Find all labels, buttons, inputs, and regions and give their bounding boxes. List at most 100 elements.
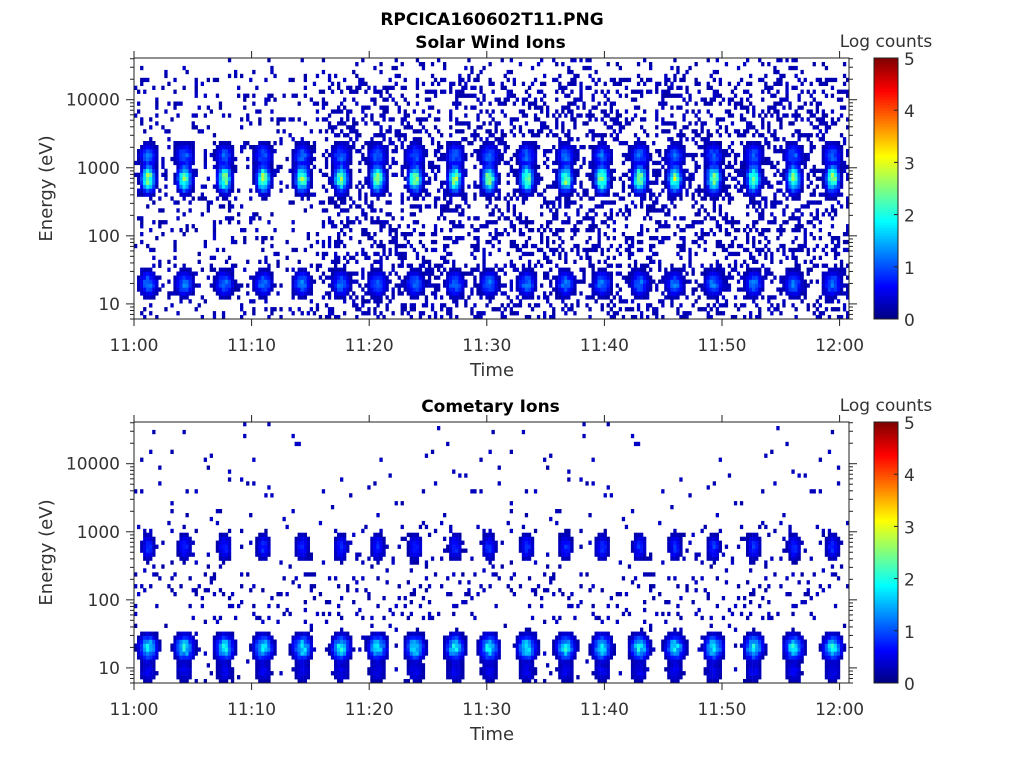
heatmap-cell (661, 239, 665, 245)
heatmap-cell (300, 188, 304, 193)
heatmap-cell (524, 164, 529, 170)
heatmap-cell (588, 196, 592, 201)
heatmap-cell (221, 184, 226, 189)
heatmap-cell (143, 307, 147, 312)
heatmap-cell (452, 283, 456, 288)
heatmap-cell (709, 73, 713, 79)
heatmap-cell (264, 77, 268, 83)
heatmap-cell (536, 129, 541, 134)
heatmap-cell (452, 291, 456, 296)
heatmap-cell (309, 263, 313, 268)
heatmap-cell (149, 156, 153, 162)
heatmap-cell (337, 283, 341, 288)
heatmap-cell (564, 156, 568, 162)
heatmap-cell (309, 145, 313, 150)
heatmap-cell (579, 85, 583, 90)
heatmap-cell (506, 97, 510, 102)
heatmap-cell (461, 129, 465, 134)
heatmap-cell (318, 129, 323, 134)
heatmap-cell (182, 196, 186, 201)
heatmap-cell (361, 105, 365, 110)
heatmap-cell (421, 188, 426, 193)
heatmap-cell (618, 196, 622, 201)
heatmap-cell (667, 145, 671, 150)
heatmap-cell (612, 192, 616, 197)
heatmap-cell (188, 299, 192, 304)
heatmap-cell (533, 263, 538, 268)
heatmap-cell (191, 196, 195, 201)
heatmap-cell (518, 299, 523, 304)
heatmap-cell (603, 180, 607, 185)
heatmap-cell (533, 184, 538, 189)
heatmap-cell (712, 172, 716, 177)
heatmap-cell (446, 180, 450, 185)
heatmap-cell (591, 275, 595, 280)
heatmap-cell (667, 152, 671, 158)
heatmap-cell (330, 271, 335, 276)
heatmap-cell (567, 176, 571, 181)
heatmap-cell (591, 152, 595, 158)
heatmap-cell (306, 160, 310, 166)
heatmap-cell (334, 291, 338, 296)
heatmap-cell (636, 145, 641, 150)
heatmap-cell (258, 295, 262, 300)
heatmap-cell (303, 192, 307, 197)
heatmap-cell (409, 141, 413, 146)
heatmap-cell (424, 192, 429, 197)
heatmap-cell (330, 275, 335, 280)
heatmap-cell (379, 141, 383, 146)
heatmap-cell (679, 168, 683, 173)
heatmap-cell (494, 137, 498, 142)
heatmap-cell (558, 137, 562, 142)
heatmap-cell (418, 291, 423, 296)
heatmap-cell (321, 271, 326, 276)
heatmap-cell (476, 243, 480, 249)
heatmap-cell (661, 236, 665, 241)
heatmap-cell (361, 117, 365, 122)
heatmap-cell (464, 196, 468, 201)
heatmap-cell (476, 113, 480, 118)
heatmap-cell (676, 287, 680, 292)
heatmap-cell (343, 184, 347, 189)
heatmap-cell (427, 113, 432, 118)
heatmap-cell (464, 121, 468, 126)
heatmap-cell (227, 152, 232, 158)
heatmap-cell (464, 283, 468, 288)
heatmap-cell (470, 311, 474, 316)
heatmap-cell (264, 141, 268, 146)
heatmap-cell (212, 283, 217, 288)
heatmap-cell (585, 228, 589, 233)
heatmap-cell (649, 255, 653, 260)
heatmap-cell (367, 271, 371, 276)
heatmap-cell (149, 164, 153, 170)
heatmap-cell (270, 279, 274, 284)
heatmap-cell (609, 109, 613, 114)
heatmap-cell (494, 287, 498, 292)
heatmap-cell (591, 93, 595, 98)
heatmap-cell (412, 283, 416, 288)
heatmap-cell (703, 176, 707, 181)
heatmap-cell (452, 267, 456, 272)
heatmap-cell (615, 113, 619, 118)
heatmap-cell (227, 180, 232, 185)
heatmap-cell (503, 271, 507, 276)
heatmap-cell (255, 228, 259, 233)
heatmap-cell (421, 279, 426, 284)
heatmap-cell (343, 164, 347, 170)
heatmap-cell (633, 156, 638, 162)
heatmap-cell (615, 291, 619, 296)
heatmap-cell (727, 97, 732, 102)
heatmap-cell (152, 287, 156, 292)
heatmap-cell (688, 172, 692, 177)
heatmap-cell (358, 283, 362, 288)
heatmap-cell (730, 97, 735, 102)
heatmap-cell (503, 113, 507, 118)
heatmap-cell (661, 89, 665, 94)
heatmap-cell (655, 125, 659, 130)
heatmap-cell (712, 204, 716, 209)
heatmap-cell (558, 172, 562, 177)
heatmap-cell (527, 263, 532, 268)
heatmap-cell (518, 232, 523, 237)
heatmap-cell (488, 291, 492, 296)
heatmap-cell (661, 208, 665, 213)
